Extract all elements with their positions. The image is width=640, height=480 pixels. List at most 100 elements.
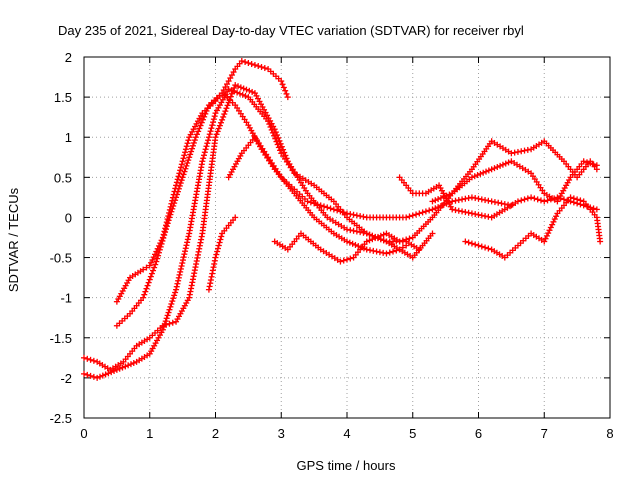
data-point xyxy=(399,244,406,251)
data-point xyxy=(148,270,155,277)
data-point xyxy=(182,146,189,153)
data-point xyxy=(485,213,492,220)
data-point xyxy=(179,260,186,267)
data-point xyxy=(189,145,196,152)
data-point xyxy=(239,91,246,98)
data-point xyxy=(184,236,191,243)
series-arc-b xyxy=(81,82,423,373)
data-point xyxy=(580,158,587,165)
data-point xyxy=(159,234,166,241)
data-point xyxy=(207,277,214,284)
data-point xyxy=(360,229,367,236)
data-point xyxy=(281,149,288,156)
data-point xyxy=(130,359,137,366)
data-point xyxy=(590,161,597,168)
data-point xyxy=(403,214,410,221)
data-point xyxy=(231,84,238,91)
series-arc-c xyxy=(113,90,410,329)
data-point xyxy=(230,87,237,94)
data-point xyxy=(143,264,150,271)
data-point xyxy=(140,266,147,273)
data-point xyxy=(426,207,433,214)
data-point xyxy=(462,238,469,245)
data-point xyxy=(180,171,187,178)
data-point xyxy=(471,173,478,180)
data-point xyxy=(145,279,152,286)
data-point xyxy=(455,207,462,214)
data-point xyxy=(183,143,190,150)
series-arc-i xyxy=(462,194,604,261)
data-point xyxy=(477,170,484,177)
data-point xyxy=(178,177,185,184)
data-point xyxy=(167,303,174,310)
data-point xyxy=(168,200,175,207)
data-point xyxy=(217,236,224,243)
data-point xyxy=(166,306,173,313)
data-point xyxy=(111,368,118,375)
data-point xyxy=(255,63,262,70)
data-point xyxy=(275,144,282,151)
data-point xyxy=(168,300,175,307)
data-point xyxy=(276,137,283,144)
data-point xyxy=(475,195,482,202)
data-point xyxy=(567,194,574,201)
data-point xyxy=(144,282,151,289)
data-point xyxy=(148,259,155,266)
data-point xyxy=(482,244,489,251)
data-point xyxy=(87,372,94,379)
data-point xyxy=(157,240,164,247)
data-point xyxy=(280,146,287,153)
data-point xyxy=(219,90,226,97)
data-point xyxy=(173,182,180,189)
series-arc-f xyxy=(225,134,515,221)
data-point xyxy=(186,154,193,161)
x-tick-label: 7 xyxy=(541,426,548,441)
data-point xyxy=(534,196,541,203)
data-point xyxy=(282,152,289,159)
data-point xyxy=(210,264,217,271)
data-point xyxy=(224,81,231,88)
data-point xyxy=(179,257,186,264)
data-point xyxy=(178,161,185,168)
data-point xyxy=(416,246,423,253)
data-point xyxy=(344,238,350,245)
data-point xyxy=(190,139,197,146)
y-tick-label: -2 xyxy=(60,371,72,386)
data-point xyxy=(468,194,475,201)
data-point xyxy=(413,211,420,218)
data-point xyxy=(485,167,492,174)
data-point xyxy=(236,90,243,97)
y-tick-label: 1.5 xyxy=(54,90,72,105)
data-point xyxy=(468,174,475,181)
data-point xyxy=(271,132,278,139)
data-point xyxy=(205,286,212,293)
series-arc-h xyxy=(396,174,600,221)
data-point xyxy=(307,199,314,206)
data-point xyxy=(251,62,258,69)
data-point xyxy=(206,283,213,290)
series-arc-d xyxy=(113,58,291,305)
data-point xyxy=(349,240,356,247)
data-point xyxy=(175,274,182,281)
data-point xyxy=(537,197,544,204)
data-point xyxy=(217,119,224,126)
data-point xyxy=(485,197,492,204)
data-point xyxy=(478,196,485,203)
data-point xyxy=(446,191,453,198)
data-point xyxy=(152,261,159,268)
data-point xyxy=(488,166,495,173)
data-point xyxy=(355,243,362,250)
data-point xyxy=(465,209,472,216)
data-point xyxy=(546,227,553,234)
x-tick-label: 1 xyxy=(146,426,153,441)
data-point xyxy=(344,210,350,217)
data-point xyxy=(216,239,223,246)
data-point xyxy=(590,205,597,212)
data-point xyxy=(363,230,370,237)
data-point xyxy=(221,111,228,118)
data-point xyxy=(383,250,390,257)
x-tick-labels: 0 1 2 3 4 5 6 7 8 xyxy=(80,426,613,441)
data-point xyxy=(268,126,275,133)
data-point xyxy=(258,64,265,71)
